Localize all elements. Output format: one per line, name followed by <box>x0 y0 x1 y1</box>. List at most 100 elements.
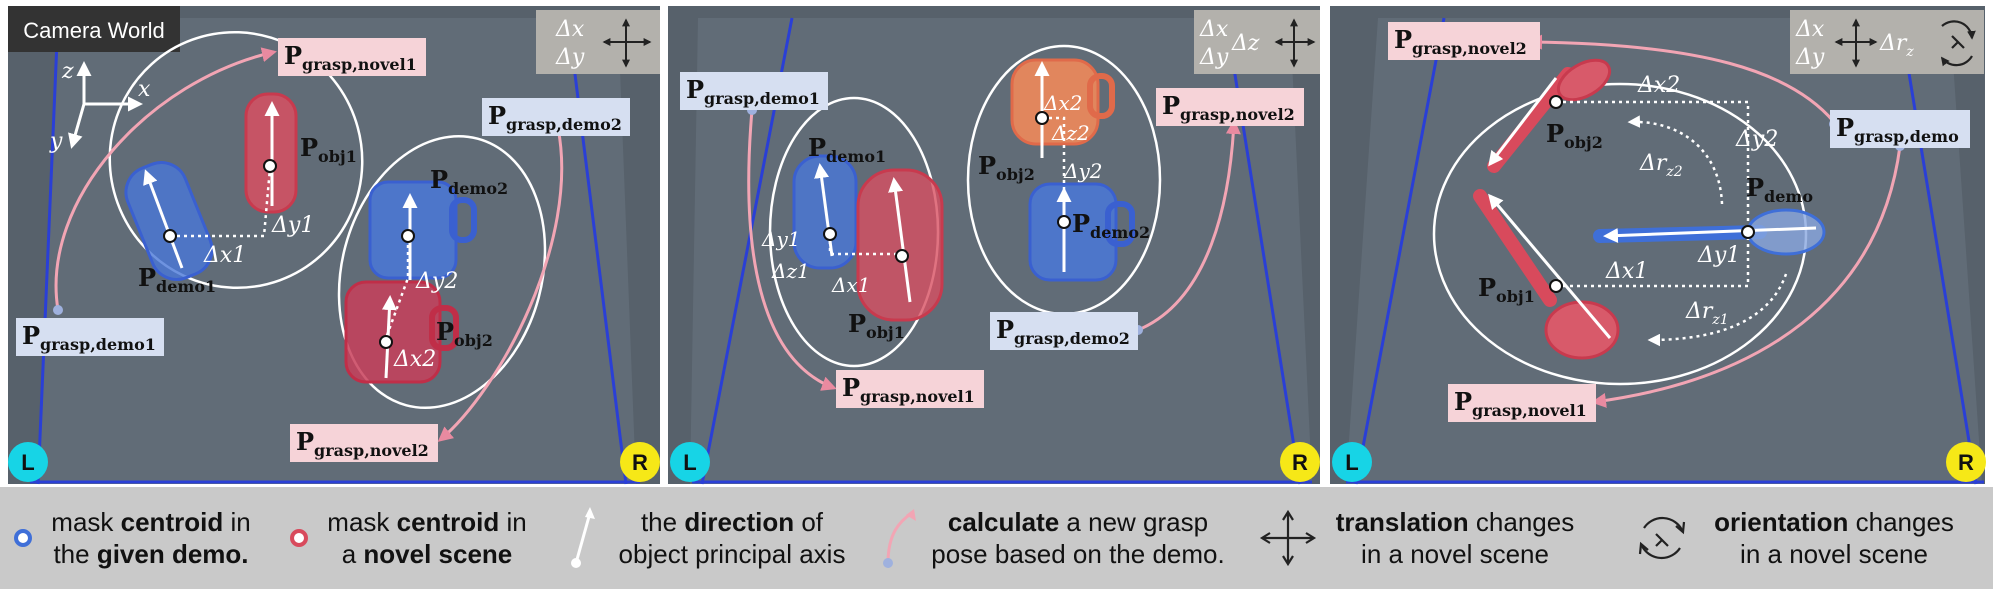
corner-left-label-p3: L <box>1345 450 1358 475</box>
label-p-demo1-p2: Pdemo1 <box>808 133 886 166</box>
label-grasp-demo1-p1: Pgrasp,demo1 <box>22 321 156 354</box>
axis-z: z <box>61 59 74 84</box>
delta-x2-p2: Δx2 <box>1043 91 1082 115</box>
legend-text-5: translation changes in a novel scene <box>1335 507 1575 569</box>
axis-arrow-obj2-p3 <box>1488 77 1558 167</box>
motion-dy-2: Δy <box>1199 45 1229 70</box>
delta-y2-p3: Δy2 <box>1735 127 1778 152</box>
legend-text-4: calculate a new grasp pose based on the … <box>931 507 1225 569</box>
label-box-grasp-demo1-p1 <box>16 318 164 356</box>
legend-item-calculate: calculate a new grasp pose based on the … <box>880 487 1240 589</box>
grasp-arrow-icon <box>883 509 916 568</box>
delta-y2-p1: Δy2 <box>415 269 458 294</box>
rotation-icon-3 <box>1940 20 1976 67</box>
label-box-grasp-novel1-p1 <box>278 38 426 76</box>
centroid-obj1-p2 <box>895 249 909 263</box>
offset-path-1-p3 <box>1556 232 1750 288</box>
centroid-demo-p3 <box>1741 225 1755 239</box>
legend-text-3: the direction of object principal axis <box>618 507 846 569</box>
delta-y2-p2: Δy2 <box>1063 159 1102 183</box>
panel-1: Camera World Δx Δy z x y <box>8 6 660 485</box>
offset-path-2-p2 <box>1042 116 1066 222</box>
novel-mug-2 <box>1010 58 1115 146</box>
axis-arrow-obj1-p3 <box>1488 193 1612 339</box>
grasp-arrow-1-p2 <box>747 109 837 391</box>
label-box-grasp-novel2-p3 <box>1388 22 1540 60</box>
corner-right-p3 <box>1946 442 1986 482</box>
centroid-demo2-p2 <box>1057 215 1071 229</box>
motion-dy-1: Δy <box>555 45 585 70</box>
corner-right-p2 <box>1280 442 1320 482</box>
grasp-start-1-p1 <box>53 305 63 315</box>
delta-x1-p1: Δx1 <box>203 243 246 268</box>
label-box-grasp-demo2-p1 <box>482 98 630 136</box>
centroid-obj2-p2 <box>1035 111 1049 125</box>
novel-mug-1 <box>344 280 459 384</box>
panel-2: Δx Δy Δz <box>668 6 1320 485</box>
grasp-arrow-1-p3 <box>1591 145 1902 408</box>
corner-left-p2 <box>670 442 710 482</box>
label-box-grasp-demo2-p2 <box>990 312 1138 350</box>
centroid-demo2 <box>401 229 415 243</box>
centroid-obj1 <box>263 159 277 173</box>
direction-arrow-icon <box>571 507 595 568</box>
grasp-arrow-2-p1 <box>437 127 564 442</box>
rotation-path-2-p3 <box>1627 115 1724 205</box>
legend-text-6: orientation changes in a novel scene <box>1714 507 1954 569</box>
legend-item-translation: translation changes in a novel scene <box>1256 487 1596 589</box>
legend-item-direction: the direction of object principal axis <box>566 487 866 589</box>
grasp-arrow-1-p1 <box>54 47 277 311</box>
centroid-obj1-p3 <box>1549 279 1563 293</box>
camera-label-box <box>8 6 180 52</box>
delta-x2-p1: Δx2 <box>393 347 436 372</box>
label-box-grasp-demo-p3 <box>1830 110 1970 148</box>
translation-legend-icon <box>1259 509 1317 567</box>
delta-rz1-p3: Δrz1 <box>1685 299 1729 328</box>
corner-right-p1 <box>620 442 660 482</box>
delta-z1-p2: Δz1 <box>771 259 810 283</box>
motion-dy-3: Δy <box>1795 45 1825 70</box>
corner-left-p3 <box>1332 442 1372 482</box>
axis-y: y <box>49 129 63 154</box>
label-box-grasp-novel1-p2 <box>836 370 984 408</box>
legend-text-2: mask centroid in a novel scene <box>327 507 527 569</box>
delta-z2-p2: Δz2 <box>1051 121 1090 145</box>
motion-dx-1: Δx <box>555 17 585 42</box>
delta-x2-p3: Δx2 <box>1637 73 1680 98</box>
delta-y1-p2: Δy1 <box>761 227 800 251</box>
label-box-grasp-demo1-p2 <box>680 72 828 110</box>
legend: mask centroid in the given demo. mask ce… <box>0 487 1993 589</box>
demo-mug-2 <box>1028 182 1135 282</box>
novel-centroid-icon <box>290 529 308 547</box>
motion-dx-3: Δx <box>1795 17 1825 42</box>
translation-icon-3 <box>1834 18 1878 68</box>
grasp-arrow-2-p2 <box>1137 119 1241 332</box>
corner-right-label-p2: R <box>1292 450 1308 475</box>
label-box-grasp-novel2-p1 <box>290 424 438 462</box>
rotation-legend-icon <box>1638 516 1686 560</box>
delta-y1-p3: Δy1 <box>1697 243 1740 268</box>
ellipse-pair-2 <box>337 134 547 410</box>
ellipse-pair-1 <box>108 30 364 290</box>
grasp-arrow-2-p3 <box>1527 34 1836 123</box>
legend-item-demo-centroid: mask centroid in the given demo. <box>8 487 270 589</box>
camera-label: Camera World <box>23 18 164 43</box>
centroid-demo1-p2 <box>823 227 837 241</box>
offset-path-2-p3 <box>1556 100 1750 230</box>
delta-x1-p2: Δx1 <box>831 273 870 297</box>
corner-left-p1 <box>8 442 48 482</box>
translation-icon-1 <box>602 18 652 68</box>
legend-text-1: mask centroid in the given demo. <box>51 507 251 569</box>
novel-spoon-1 <box>1473 189 1620 360</box>
demo-centroid-icon <box>14 529 32 547</box>
legend-item-novel-centroid: mask centroid in a novel scene <box>284 487 546 589</box>
centroid-obj2-p3 <box>1549 95 1563 109</box>
offset-path-1 <box>170 167 272 238</box>
axis-arrow-obj1-p2 <box>888 177 912 303</box>
corner-right-label-p3: R <box>1958 450 1974 475</box>
corner-left-label-p2: L <box>683 450 696 475</box>
motion-dx-2: Δx <box>1199 17 1229 42</box>
novel-bottle-2 <box>856 168 944 322</box>
delta-x1-p3: Δx1 <box>1605 259 1648 284</box>
novel-spoon-2 <box>1487 58 1612 173</box>
